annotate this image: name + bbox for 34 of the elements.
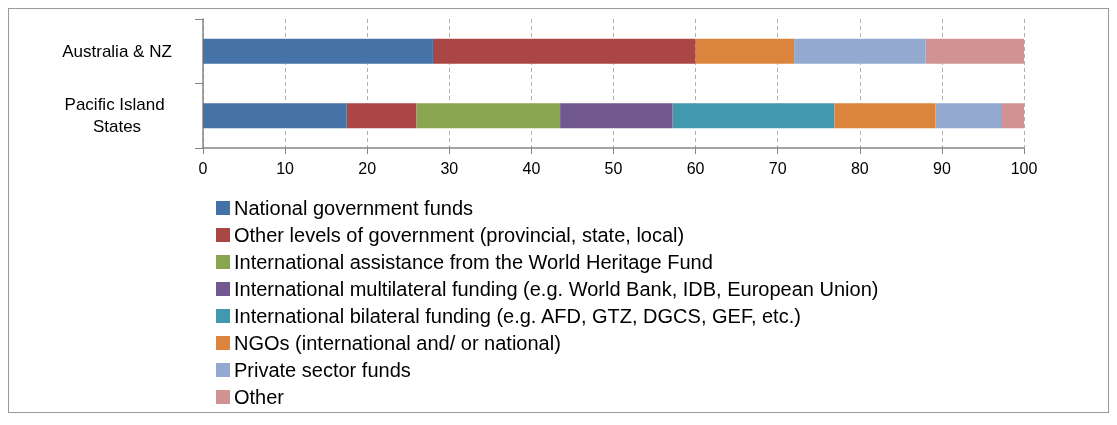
y-tick-label: Australia & NZ [62, 41, 172, 61]
bar [794, 38, 926, 64]
bar [432, 38, 696, 64]
x-tick-label: 30 [440, 159, 459, 177]
bar [203, 38, 433, 64]
x-tick-label: 70 [768, 159, 787, 177]
legend-label: International bilateral funding (e.g. AFD, GTZ, DGCS, GEF, etc.) [234, 305, 801, 327]
bar [672, 103, 835, 129]
x-tick-label: 80 [850, 159, 869, 177]
legend-label: Other levels of government (provincial, state, local) [234, 224, 685, 246]
bar [416, 103, 561, 129]
x-tick-label: 40 [522, 159, 541, 177]
bar [346, 103, 417, 129]
legend-label: National government funds [234, 197, 474, 219]
x-tick-label: 20 [358, 159, 377, 177]
legend-label: International assistance from the World Heritage Fund [234, 251, 713, 273]
x-tick-label: 60 [686, 159, 705, 177]
x-tick-label: 10 [276, 159, 295, 177]
bar [560, 103, 673, 129]
bar [935, 103, 1002, 129]
bar [834, 103, 936, 129]
x-tick-label: 90 [933, 159, 951, 177]
x-tick-label: 50 [604, 159, 623, 177]
bar [203, 103, 347, 129]
x-tick-label: 0 [198, 159, 208, 177]
legend-label: Other [234, 386, 285, 408]
legend-label: International multilateral funding (e.g. World Bank, IDB, European Union) [234, 278, 879, 300]
y-tick-label: Pacific Island States [64, 95, 170, 137]
bar [695, 38, 795, 64]
bar [1001, 103, 1024, 129]
legend-label: Private sector funds [234, 359, 411, 381]
bar [925, 38, 1024, 64]
x-tick-label: 100 [1010, 159, 1038, 177]
legend-label: NGOs (international and/ or national) [234, 332, 561, 354]
